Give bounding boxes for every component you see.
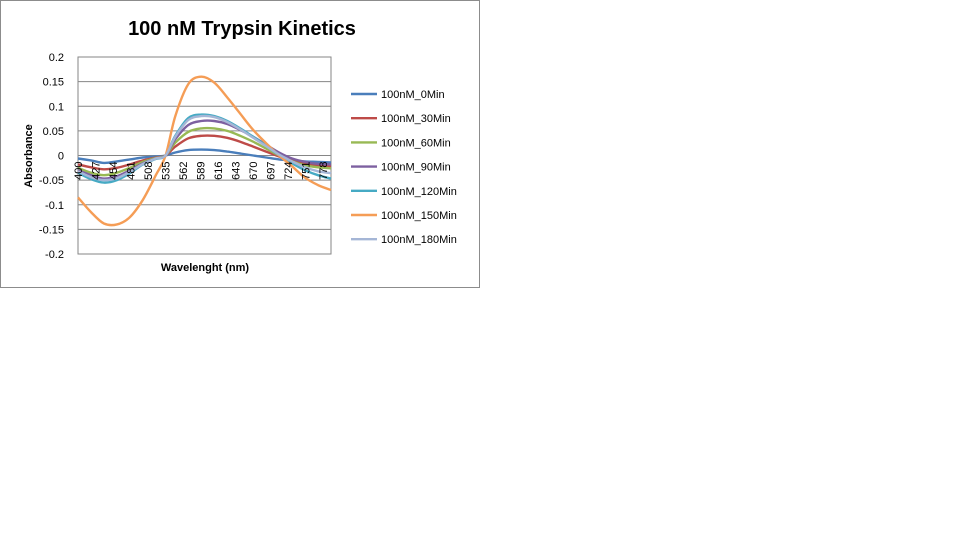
x-tick-label: 724 <box>283 162 295 180</box>
series-line-4 <box>77 113 332 184</box>
x-tick-label: 562 <box>178 162 190 180</box>
x-tick-label: 481 <box>126 162 138 180</box>
x-tick-label: 427 <box>91 162 103 180</box>
legend-label: 100nM_150Min <box>381 210 457 222</box>
y-tick-label: 0.2 <box>49 52 64 64</box>
y-tick-label: 0.1 <box>49 101 64 113</box>
y-tick-labels: 0.2 0.15 0.1 0.05 0 -0.05 -0.1 -0.15 -0.2 <box>39 52 64 261</box>
x-tick-label: 616 <box>213 162 225 180</box>
x-tick-labels: 400 427 454 481 508 535 562 589 616 643 670 697 724 7… <box>73 162 330 180</box>
series-line-5 <box>77 75 332 227</box>
x-axis-title: Wavelenght (nm) <box>161 262 250 274</box>
chart: 100 nM Trypsin Kinetics 0.2 0.15 0.1 0.05 0 -… <box>23 18 457 274</box>
series-line-6 <box>77 114 332 182</box>
y-tick-label: -0.1 <box>45 200 64 212</box>
x-tick-label: 508 <box>143 162 155 180</box>
chart-title: 100 nM Trypsin Kinetics <box>128 18 356 40</box>
series-lines <box>77 75 332 227</box>
y-tick-label: 0.05 <box>43 126 64 138</box>
x-tick-label: 589 <box>196 162 208 180</box>
plot-area <box>77 56 332 255</box>
x-tick-label: 697 <box>266 162 278 180</box>
chart-frame: 100 nM Trypsin Kinetics 0.2 0.15 0.1 0.05 0 -… <box>0 0 480 288</box>
y-tick-label: -0.15 <box>39 224 64 236</box>
legend-label: 100nM_0Min <box>381 89 445 101</box>
legend-label: 100nM_30Min <box>381 113 451 125</box>
legend-label: 100nM_120Min <box>381 186 457 198</box>
x-tick-label: 535 <box>161 162 173 180</box>
y-tick-label: -0.05 <box>39 175 64 187</box>
y-tick-label: -0.2 <box>45 249 64 261</box>
x-tick-label: 643 <box>231 162 243 180</box>
series-line-3 <box>77 119 332 180</box>
y-axis-title: Absorbance <box>23 124 35 188</box>
x-tick-label: 454 <box>108 162 120 180</box>
gridlines <box>77 56 332 255</box>
x-tick-label: 751 <box>301 162 313 180</box>
y-tick-label: 0.15 <box>43 77 64 89</box>
x-tick-label: 400 <box>73 162 85 180</box>
legend-label: 100nM_180Min <box>381 234 457 246</box>
legend-label: 100nM_60Min <box>381 137 451 149</box>
legend-label: 100nM_90Min <box>381 162 451 174</box>
x-tick-label: 670 <box>248 162 260 180</box>
x-tick-label: 778 <box>318 162 330 180</box>
legend: 100nM_0Min 100nM_30Min 100nM_60Min 100nM_90… <box>351 89 457 246</box>
y-tick-label: 0 <box>58 151 64 163</box>
